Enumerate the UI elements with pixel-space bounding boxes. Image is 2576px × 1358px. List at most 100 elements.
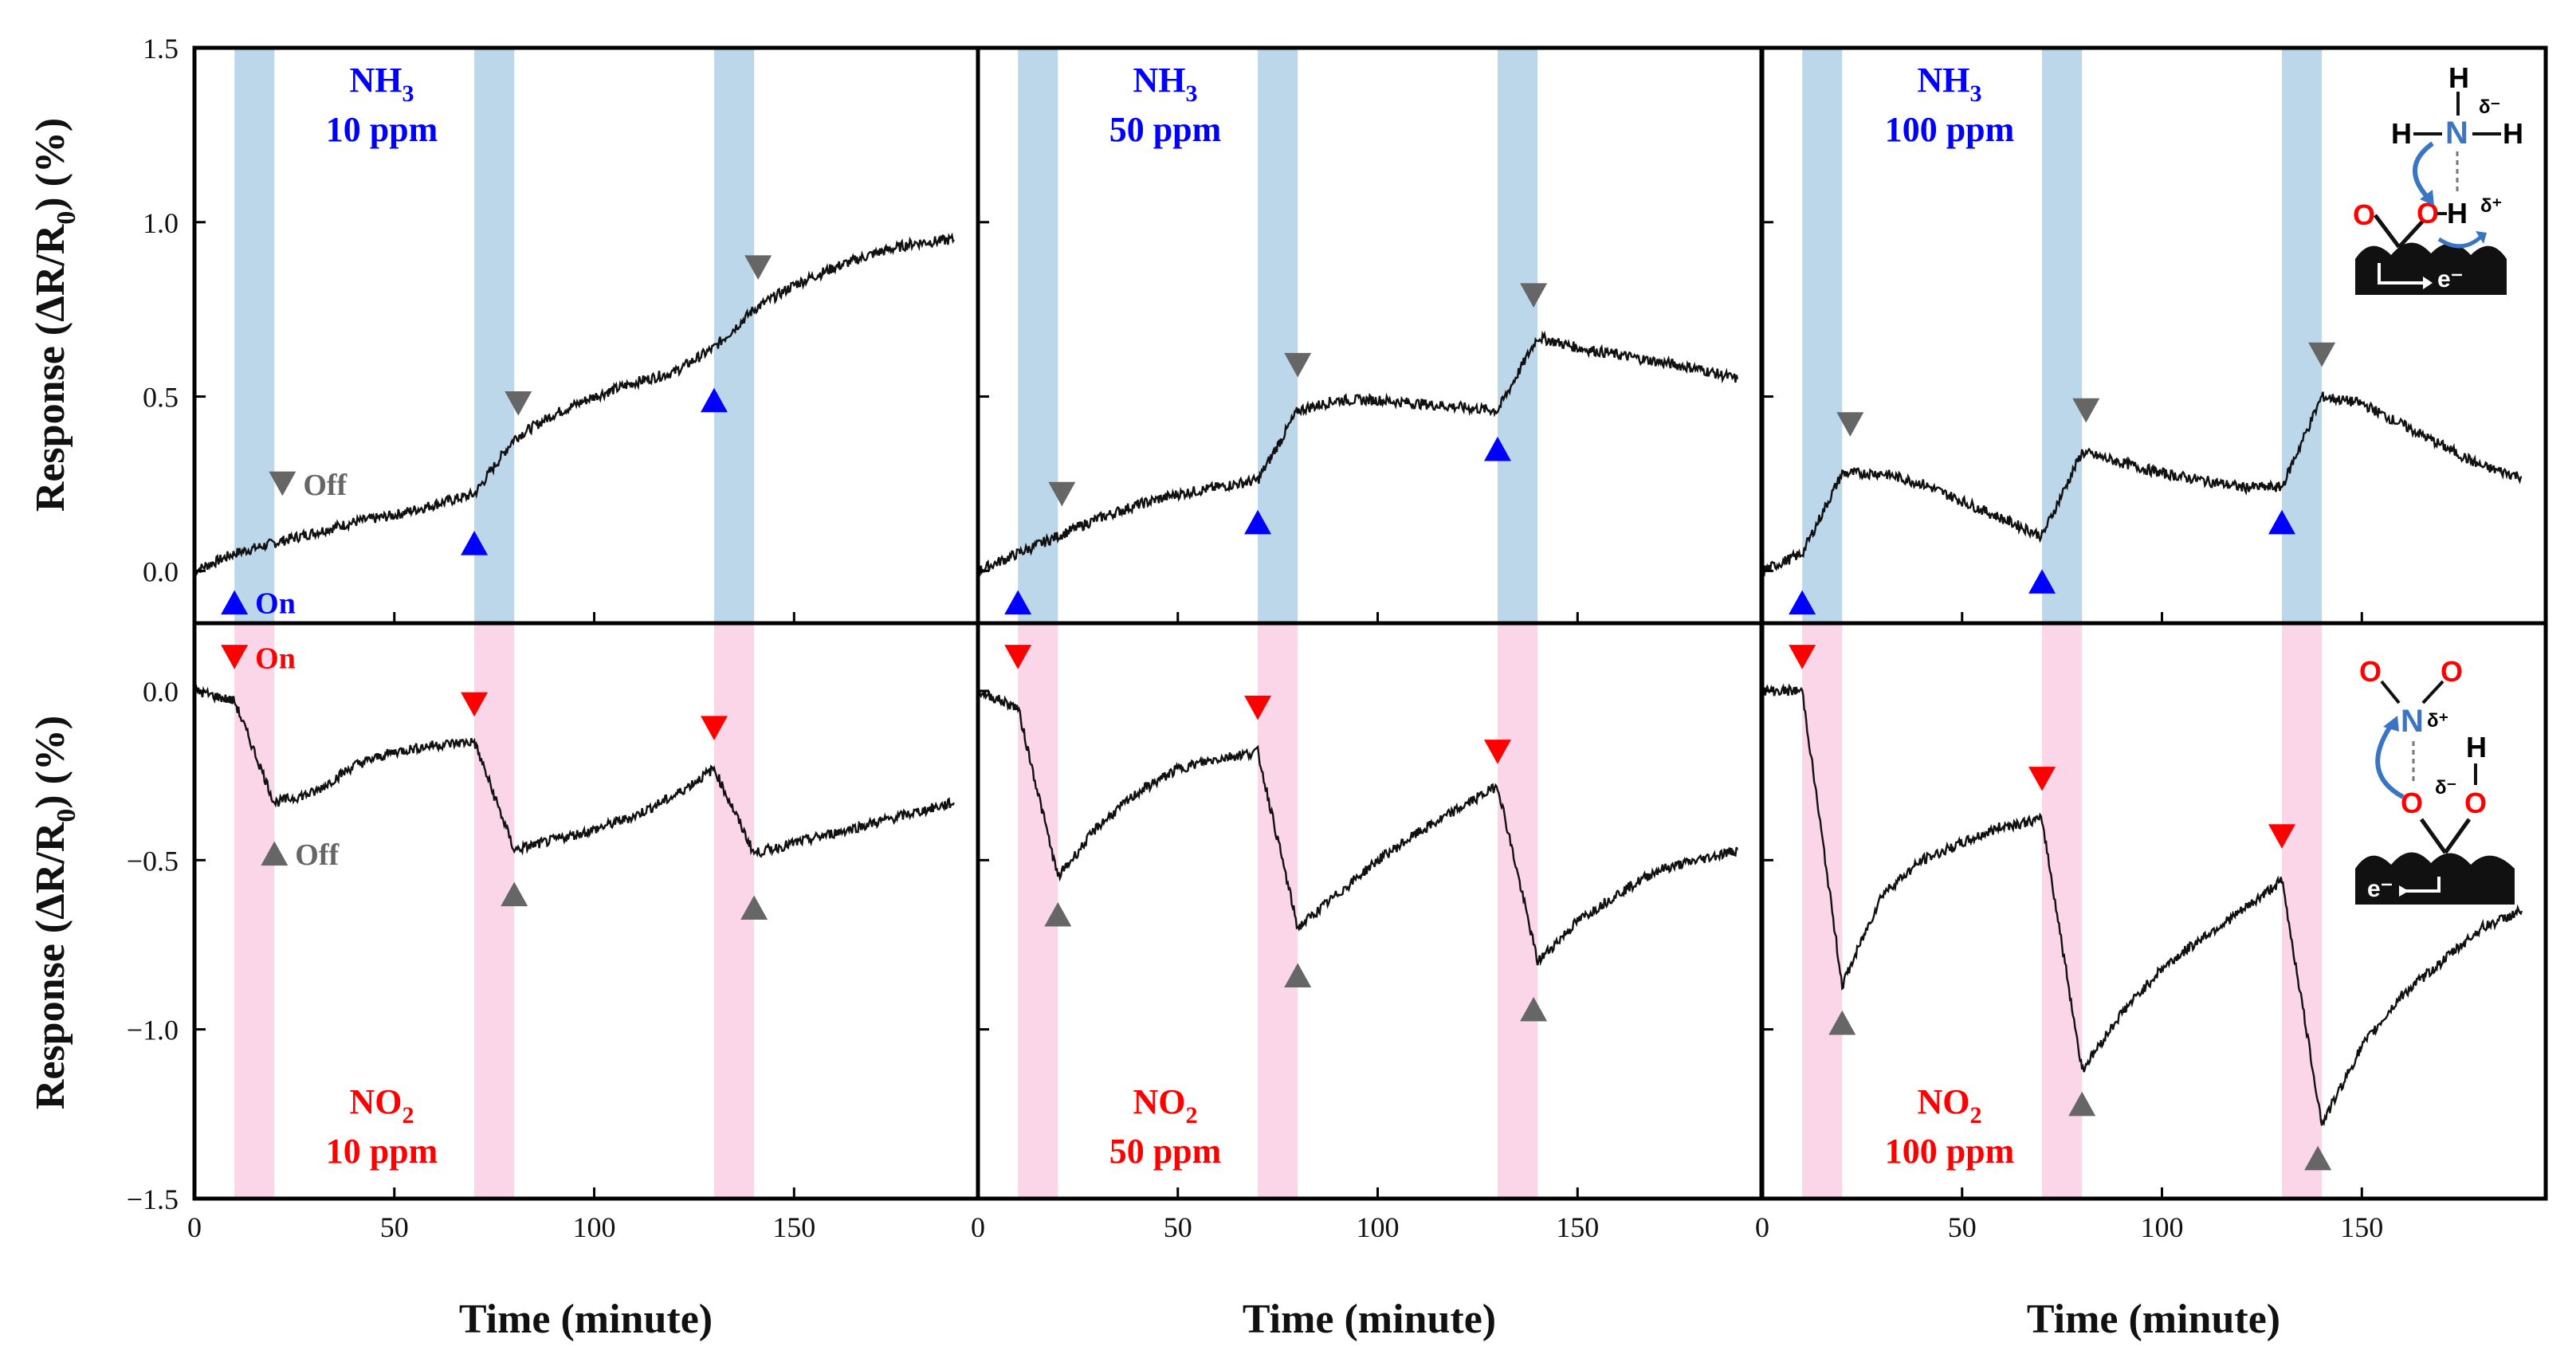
oxygen-label-3: O [2401,787,2423,819]
gas-on-band-2 [2042,48,2083,623]
panel-r1-c1: NO2 50 ppm 0 50 100 150 [971,621,1764,1243]
hydrogen-label-right: H [2503,117,2523,150]
concentration-label: 100 ppm [1885,1132,2015,1171]
panel-frame [192,45,980,626]
panel-frame [1760,621,2548,1201]
gas-on-band-2 [1258,623,1298,1199]
no2-adsorption-inset: e⁻ O O N δ⁺ O δ⁻ O H [2355,655,2515,905]
y-tick-label: −0.5 [127,845,179,877]
proton-arrow-icon [2437,234,2484,249]
gas-off-marker-3 [744,255,772,280]
y-tick-label: −1.5 [127,1183,179,1215]
x-tick-label: 50 [1164,1211,1192,1243]
proton-arrowhead-icon [2476,231,2487,244]
gas-off-marker-2 [1284,352,1312,378]
gas-formula-subscript: 3 [1970,80,1982,107]
gas-off-marker-3 [1520,996,1548,1022]
bond-n-o-2 [2421,680,2444,705]
y-tick-label: 0.5 [143,382,179,414]
y-tick-label: 0.0 [143,676,179,708]
concentration-label: 10 ppm [326,110,438,149]
gas-off-marker-1 [269,471,296,496]
bond-n-o-1 [2380,680,2401,705]
gas-formula-subscript: 2 [1970,1102,1982,1128]
gas-formula: NO [1918,1082,1970,1121]
gas-on-marker-2 [1244,695,1272,720]
gas-on-band-3 [1497,623,1538,1199]
gas-name-label: NH3 [350,61,414,107]
gas-on-marker-1 [1004,645,1032,669]
gas-name-label: NH3 [1133,61,1198,107]
gas-on-band-2 [1258,48,1298,623]
hydrogen-label-top: H [2448,61,2469,94]
response-series-line [978,688,1739,967]
x-tick-label: 150 [772,1211,815,1243]
electron-label: e⁻ [2437,266,2464,292]
gas-on-band-1 [234,48,275,623]
x-tick-label: 50 [380,1211,409,1243]
gas-on-marker-3 [2268,509,2295,535]
gas-formula: NH [1918,61,1970,100]
panel-frame [976,45,1764,626]
y-tick-label: 0.0 [143,555,179,587]
nh3-adsorption-inset: e⁻ O O H δ⁺ N H H H δ⁻ [2353,61,2523,295]
substrate-block [2355,852,2515,905]
gas-on-band-2 [2042,623,2083,1199]
gas-on-band-3 [713,48,755,623]
x-axis-title-col2: Time (minute) [1243,1297,1496,1342]
gas-on-marker-2 [461,531,489,555]
electron-label: e⁻ [2367,876,2393,902]
hydrogen-label-oh: H [2447,197,2468,230]
gas-formula: NH [1133,61,1186,100]
bond-c-o [2374,214,2401,249]
on-label: On [255,587,296,621]
gas-on-band-1 [1802,623,1843,1199]
gas-off-marker-2 [2068,1091,2096,1117]
charge-transfer-arrowhead-icon [2420,190,2434,206]
electron-arrowhead-icon [2423,277,2433,289]
x-tick-label: 0 [971,1211,985,1243]
gas-on-marker-3 [700,716,728,740]
gas-formula-subscript: 3 [402,80,414,107]
gas-formula-subscript: 2 [1186,1102,1198,1128]
gas-formula: NO [1133,1082,1186,1121]
gas-on-marker-1 [221,645,249,669]
bond-c-oh [2397,218,2426,249]
oxygen-label-2: O [2441,655,2463,688]
panel-frame [192,621,980,1201]
nitrogen-label: N [2445,116,2468,151]
gas-formula-subscript: 3 [1186,80,1198,107]
gas-on-marker-1 [1789,590,1816,615]
charge-transfer-arrow-icon [2413,141,2434,202]
gas-on-marker-2 [2028,767,2056,791]
gas-formula: NO [350,1082,402,1121]
y-axis-title-bottom: Response (ΔR/R0) (%) [28,716,81,1109]
gas-on-band-3 [2281,623,2323,1199]
nitrogen-label: N [2401,704,2424,739]
x-tick-label: 150 [2340,1211,2383,1243]
charge-transfer-arrowhead-icon [2383,716,2399,732]
gas-on-marker-3 [1483,740,1511,764]
charge-transfer-arrow-icon [2375,724,2405,799]
response-series-line [1761,683,2523,1127]
off-label: Off [303,469,348,502]
gas-on-band-1 [1018,623,1058,1199]
on-label: On [255,642,296,675]
electron-arrow-icon [2378,263,2427,285]
x-tick-label: 0 [187,1211,202,1243]
x-tick-label: 150 [1556,1211,1599,1243]
gas-name-label: NO2 [350,1082,414,1128]
gas-name-label: NH3 [1918,61,1982,107]
x-axis-title-col3: Time (minute) [2027,1297,2280,1342]
gas-off-marker-3 [2304,1145,2332,1171]
gas-off-marker-1 [1828,1010,1856,1035]
gas-off-marker-1 [261,841,289,866]
panel-frame [976,621,1764,1201]
response-series-line [976,330,1739,576]
x-tick-label: 50 [1948,1211,1977,1243]
electron-arrowhead-icon [2399,885,2442,897]
